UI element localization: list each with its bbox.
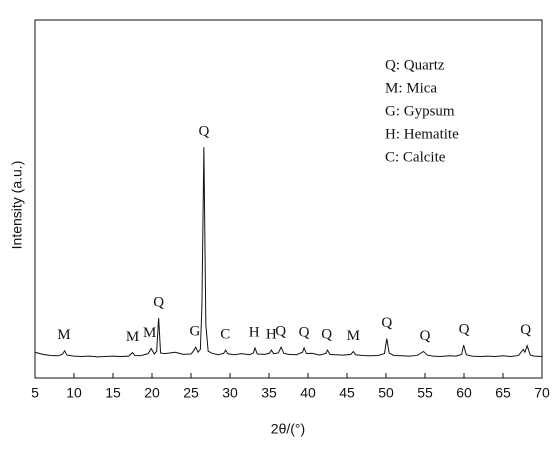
- plot-frame: [34, 19, 543, 379]
- x-tick-label: 10: [66, 385, 82, 401]
- peak-label: Q: [459, 322, 470, 338]
- legend-text: C: Calcite: [385, 149, 446, 165]
- peak-label: M: [126, 329, 139, 345]
- peak-label: G: [189, 324, 200, 340]
- peak-label: M: [347, 328, 360, 344]
- xrd-line: [34, 147, 543, 358]
- peak-label: H: [249, 324, 260, 340]
- peak-label: M: [57, 327, 70, 343]
- peak-label: Q: [275, 324, 286, 340]
- x-tick-label: 5: [31, 385, 39, 401]
- peak-label: Q: [381, 315, 392, 331]
- x-tick-label: 20: [144, 385, 160, 401]
- x-tick-label: 60: [456, 385, 472, 401]
- legend-text: H: Hematite: [385, 126, 459, 142]
- x-tick-label: 45: [339, 385, 355, 401]
- x-tick-label: 25: [183, 385, 199, 401]
- x-axis-label: 2θ/(°): [271, 421, 305, 437]
- legend-text: M: Mica: [385, 80, 437, 96]
- y-axis-label: Intensity (a.u.): [9, 161, 25, 250]
- legend-text: G: Gypsum: [385, 103, 455, 119]
- legend-text: Q: Quartz: [385, 57, 445, 73]
- peak-label: Q: [520, 322, 531, 338]
- peak-label: Q: [198, 124, 209, 140]
- peak-label: C: [220, 327, 230, 343]
- peak-label: Q: [153, 294, 164, 310]
- x-tick-label: 55: [417, 385, 433, 401]
- peak-label: Q: [321, 327, 332, 343]
- x-tick-label: 70: [534, 385, 550, 401]
- x-tick-label: 65: [495, 385, 511, 401]
- peak-label: M: [143, 325, 156, 341]
- x-tick-label: 30: [222, 385, 238, 401]
- peak-label: H: [266, 327, 277, 343]
- x-tick-label: 50: [378, 385, 394, 401]
- x-tick-label: 35: [261, 385, 277, 401]
- x-tick-label: 15: [105, 385, 121, 401]
- peak-label: Q: [299, 324, 310, 340]
- peak-label: Q: [420, 328, 431, 344]
- x-tick-label: 40: [300, 385, 316, 401]
